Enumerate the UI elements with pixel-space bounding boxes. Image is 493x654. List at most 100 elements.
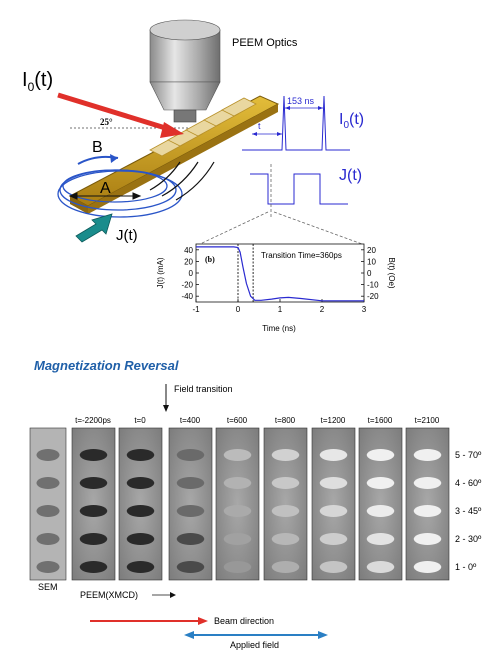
section-title: Magnetization Reversal bbox=[34, 358, 179, 373]
y-tick-left-label: 20 bbox=[184, 257, 193, 266]
y-tick-right-label: 10 bbox=[367, 257, 376, 266]
magnetic-element-image bbox=[126, 477, 155, 489]
magnetic-element-image bbox=[176, 561, 205, 573]
magnetic-element-image bbox=[413, 449, 442, 461]
magnetic-element-image bbox=[413, 561, 442, 573]
magnetic-element-image bbox=[366, 533, 395, 545]
applied-field-label: Applied field bbox=[230, 640, 279, 650]
y-axis-left-label: J(t) (mA) bbox=[156, 257, 165, 288]
magnetic-element-image bbox=[319, 505, 348, 517]
a-label: A bbox=[100, 180, 111, 197]
magnetic-element-image bbox=[176, 505, 205, 517]
y-tick-left-label: -20 bbox=[181, 281, 193, 290]
y-tick-left-label: 40 bbox=[184, 246, 193, 255]
magnetic-element-image bbox=[319, 477, 348, 489]
magnetic-element-image bbox=[413, 477, 442, 489]
x-tick-label: 2 bbox=[320, 305, 325, 314]
magnetic-element-image bbox=[413, 533, 442, 545]
delay-t-label: t bbox=[258, 121, 261, 131]
xmcd-image-strip bbox=[405, 427, 450, 581]
transition-annotation: Transition Time=360ps bbox=[261, 251, 342, 260]
time-label: t=2100 bbox=[415, 416, 440, 425]
beam-direction-label: Beam direction bbox=[214, 616, 274, 626]
sem-image-strip bbox=[29, 427, 67, 581]
a-dimension bbox=[68, 192, 142, 200]
y-tick-left-label: 0 bbox=[189, 269, 194, 278]
magnetic-element-image bbox=[319, 561, 348, 573]
plot-frame bbox=[195, 243, 365, 303]
angle-label-row: 3 - 45º bbox=[455, 506, 482, 516]
b-label: B bbox=[92, 139, 103, 156]
magnetic-element-image bbox=[271, 477, 300, 489]
magnetic-element-image bbox=[366, 505, 395, 517]
magnetic-element-image bbox=[223, 505, 252, 517]
y-tick-right-label: 0 bbox=[367, 269, 372, 278]
magnetic-element-image bbox=[36, 477, 60, 489]
x-tick-label: 3 bbox=[362, 305, 367, 314]
magnetic-element-image bbox=[36, 561, 60, 573]
angle-label-row: 5 - 70º bbox=[455, 450, 482, 460]
magnetic-element-image bbox=[126, 505, 155, 517]
magnetic-element-image bbox=[79, 477, 108, 489]
x-axis-label: Time (ns) bbox=[262, 324, 296, 333]
magnetic-element-image bbox=[223, 477, 252, 489]
magnetic-element-image bbox=[126, 449, 155, 461]
pulse-timing-diagram: 153 ns t I0(t) J(t) bbox=[199, 95, 364, 245]
time-label: t=0 bbox=[134, 416, 146, 425]
magnetic-element-image bbox=[271, 533, 300, 545]
period-label: 153 ns bbox=[287, 96, 315, 106]
angle-label: 25° bbox=[100, 117, 113, 127]
applied-field-arrow bbox=[184, 631, 328, 639]
angle-label-row: 4 - 60º bbox=[455, 478, 482, 488]
magnetic-element-image bbox=[223, 561, 252, 573]
time-label: t=1200 bbox=[321, 416, 346, 425]
xmcd-image-strip bbox=[358, 427, 403, 581]
xmcd-image-strip bbox=[71, 427, 116, 581]
magnetic-element-image bbox=[176, 533, 205, 545]
magnetic-elements bbox=[149, 97, 257, 157]
beam-direction-arrow bbox=[90, 617, 208, 625]
x-tick-label: 0 bbox=[236, 305, 241, 314]
xmcd-image-strip bbox=[215, 427, 260, 581]
angle-labels: 5 - 70º 4 - 60º 3 - 45º 2 - 30º 1 - 0º bbox=[455, 450, 482, 572]
xmcd-image-strip bbox=[263, 427, 308, 581]
time-label: t=-2200ps bbox=[75, 416, 111, 425]
xmcd-image-strip bbox=[168, 427, 213, 581]
time-label: t=1600 bbox=[368, 416, 393, 425]
panel-label: (b) bbox=[205, 255, 215, 264]
magnetic-element-image bbox=[413, 505, 442, 517]
xmcd-image-strip bbox=[118, 427, 163, 581]
magnetic-element-image bbox=[126, 533, 155, 545]
xmcd-image-strips bbox=[29, 427, 450, 581]
y-tick-left-label: -40 bbox=[181, 292, 193, 301]
pulses-i0-label: I0(t) bbox=[339, 111, 364, 131]
peem-xmcd-label: PEEM(XMCD) bbox=[80, 590, 138, 600]
magnetic-element-image bbox=[79, 449, 108, 461]
magnetic-element-image bbox=[366, 449, 395, 461]
magnetic-element-image bbox=[36, 505, 60, 517]
pulses-jt-label: J(t) bbox=[339, 167, 362, 184]
peem-xmcd-arrow bbox=[152, 592, 176, 598]
magnetic-element-image bbox=[366, 477, 395, 489]
magnetic-element-image bbox=[319, 449, 348, 461]
magnetic-element-image bbox=[176, 449, 205, 461]
y-tick-right-label: 20 bbox=[367, 246, 376, 255]
time-label: t=800 bbox=[275, 416, 296, 425]
y-tick-right-label: -10 bbox=[367, 281, 379, 290]
magnetic-element-image bbox=[271, 561, 300, 573]
magnetic-element-image bbox=[79, 505, 108, 517]
time-label: t=600 bbox=[227, 416, 248, 425]
setup-i0-label: I0(t) bbox=[22, 69, 53, 94]
magnetic-element-image bbox=[319, 533, 348, 545]
current-series-line bbox=[196, 246, 364, 302]
magnetic-element-image bbox=[223, 533, 252, 545]
y-axis-right-label: B(t) (Oe) bbox=[387, 257, 396, 288]
angle-label-row: 1 - 0º bbox=[455, 562, 477, 572]
magnetic-element-image bbox=[79, 533, 108, 545]
setup-jt-label: J(t) bbox=[116, 227, 138, 244]
magnetic-element-image bbox=[126, 561, 155, 573]
magnetic-element-image bbox=[366, 561, 395, 573]
b-field-arrow bbox=[77, 154, 119, 165]
